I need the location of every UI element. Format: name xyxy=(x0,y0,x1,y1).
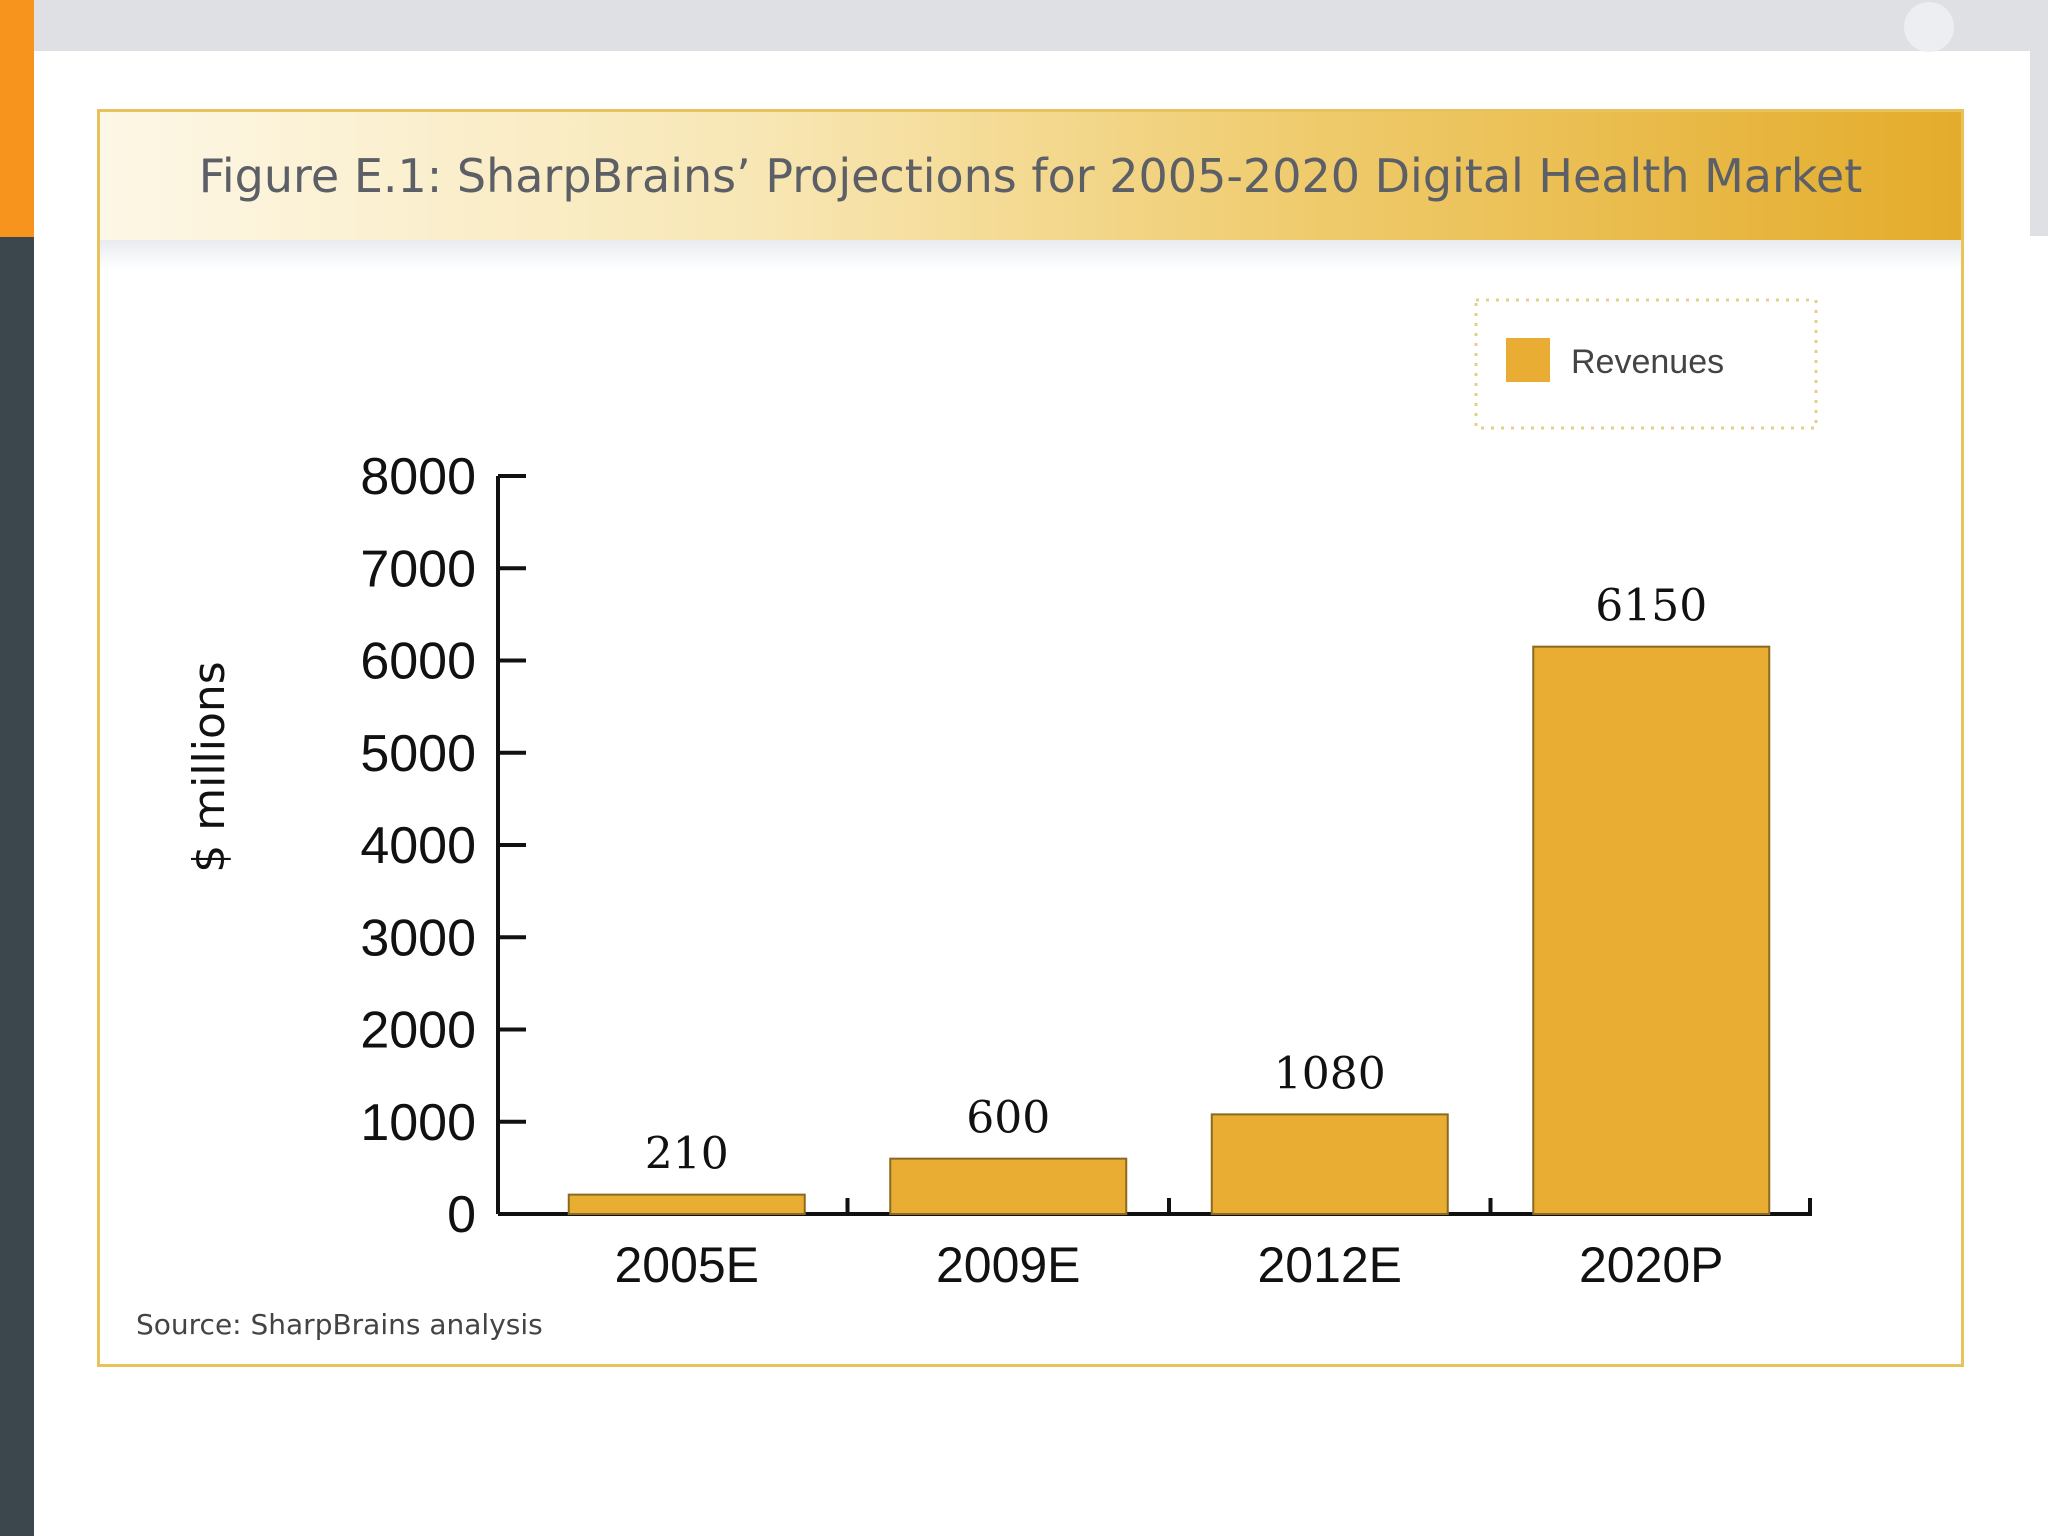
legend-swatch xyxy=(1506,338,1550,382)
figure-header-shadow xyxy=(100,240,1961,270)
sidebar-dark xyxy=(0,237,34,1536)
figure-header: Figure E.1: SharpBrains’ Projections for… xyxy=(100,112,1961,240)
bars xyxy=(567,645,1812,1216)
y-tick-label: 5000 xyxy=(360,725,476,783)
legend-box xyxy=(1474,298,1818,430)
data-label-2020P: 6150 xyxy=(1595,581,1707,632)
data-labels: 210 600 1080 6150 xyxy=(645,581,1707,1180)
category-label-2012E: 2012E xyxy=(1257,1237,1402,1293)
category-label-2005E: 2005E xyxy=(614,1237,759,1293)
bar-2005E xyxy=(567,1193,806,1215)
y-tick-label: 7000 xyxy=(360,540,476,598)
category-label-2009E: 2009E xyxy=(936,1237,1081,1293)
bar-2020P xyxy=(1532,645,1771,1215)
y-tick-label: 1000 xyxy=(360,1094,476,1152)
y-axis-label: $ millions xyxy=(184,661,235,872)
category-label-2020P: 2020P xyxy=(1579,1237,1724,1293)
figure-title: Figure E.1: SharpBrains’ Projections for… xyxy=(198,149,1863,203)
source-note: Source: SharpBrains analysis xyxy=(136,1308,543,1341)
bar-2009E xyxy=(889,1157,1128,1216)
bar-2012E xyxy=(1210,1113,1449,1215)
circle-decoration xyxy=(1904,2,1954,52)
y-tick-label: 6000 xyxy=(360,633,476,691)
legend: Revenues xyxy=(1474,298,1818,430)
sidebar-accent-orange xyxy=(0,0,34,237)
data-label-2009E: 600 xyxy=(966,1093,1050,1144)
top-strip-right xyxy=(2030,51,2048,236)
y-tick-label: 2000 xyxy=(360,1002,476,1060)
y-tick-label: 4000 xyxy=(360,817,476,875)
y-ticks: 0 1000 2000 3000 4000 5000 6000 7000 8000 xyxy=(360,448,526,1244)
data-label-2005E: 210 xyxy=(645,1129,729,1180)
y-tick-label: 8000 xyxy=(360,448,476,506)
legend-label: Revenues xyxy=(1571,343,1724,381)
y-tick-label: 3000 xyxy=(360,909,476,967)
top-strip xyxy=(34,0,2048,51)
data-label-2012E: 1080 xyxy=(1274,1048,1386,1099)
y-tick-label: 0 xyxy=(447,1186,476,1244)
category-labels: 2005E 2009E 2012E 2020P xyxy=(614,1237,1723,1293)
